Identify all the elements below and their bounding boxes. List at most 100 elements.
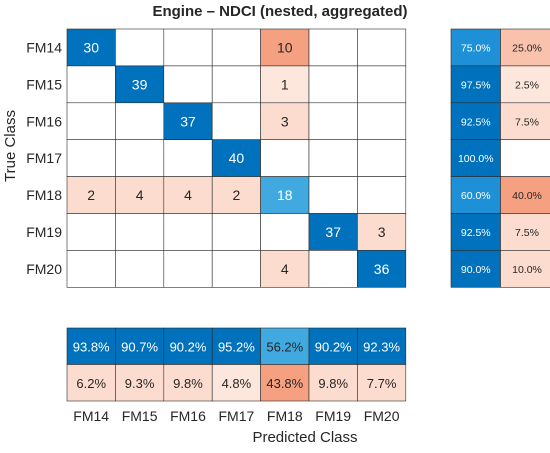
column-summary-incorrect-cell — [211, 364, 261, 402]
row-tick-labels: FM14 FM15 FM16 FM17 FM18 FM19 FM20 — [26, 39, 62, 276]
matrix-cell — [66, 250, 116, 288]
column-summary-incorrect-value: 4.8% — [222, 376, 252, 391]
column-summary-correct-value: 92.3% — [363, 339, 400, 354]
matrix-cell — [308, 250, 358, 288]
matrix-cell-value: 10 — [277, 39, 293, 55]
row-summary-incorrect-cell — [500, 28, 550, 67]
matrix-cell — [66, 102, 116, 141]
y-axis-label: True Class — [2, 110, 19, 182]
matrix-cell-value: 4 — [184, 187, 192, 203]
matrix-cell — [308, 176, 358, 214]
matrix-cell — [163, 139, 213, 177]
matrix-cell — [163, 28, 213, 67]
matrix-cell — [115, 28, 165, 67]
matrix-cell — [211, 28, 261, 67]
chart-title: Engine – NDCI (nested, aggregated) — [152, 3, 407, 20]
row-summary-incorrect-cell — [500, 139, 550, 177]
matrix-cell — [260, 139, 310, 177]
column-summary-correct-cell — [163, 327, 213, 365]
column-summary-incorrect-value: 43.8% — [266, 376, 303, 391]
matrix-cell — [308, 139, 358, 177]
matrix-cell — [211, 102, 261, 141]
matrix-cell — [308, 65, 358, 104]
matrix-cell — [308, 102, 358, 141]
row-summary-incorrect-value: 2.5% — [515, 79, 539, 91]
matrix-cell-value: 2 — [87, 187, 95, 203]
column-summary-correct-value: 90.2% — [170, 339, 207, 354]
matrix-cell — [66, 28, 116, 67]
matrix-cell — [66, 139, 116, 177]
matrix-cell-value: 3 — [378, 224, 386, 240]
row-summary-correct-value: 92.5% — [461, 116, 491, 128]
column-tick-label: FM16 — [170, 408, 206, 424]
row-summary-correct-cell — [450, 213, 501, 251]
row-tick-label: FM15 — [26, 76, 62, 92]
matrix-cell — [211, 213, 261, 251]
column-summary-incorrect-cell — [260, 364, 310, 402]
column-tick-label: FM18 — [267, 408, 303, 424]
column-tick-label: FM15 — [122, 408, 158, 424]
matrix-cell — [163, 250, 213, 288]
matrix-cell-value: 4 — [136, 187, 144, 203]
matrix-cell — [163, 213, 213, 251]
column-tick-label: FM14 — [73, 408, 109, 424]
matrix-cell — [357, 176, 407, 214]
column-summary-correct-cell — [66, 327, 116, 365]
matrix-cell — [115, 250, 165, 288]
column-tick-label: FM20 — [364, 408, 400, 424]
column-summary-incorrect-cell — [163, 364, 213, 402]
column-summary-correct-cell — [260, 327, 310, 365]
matrix-cell — [115, 213, 165, 251]
row-tick-label: FM19 — [26, 224, 62, 240]
row-summary-correct-value: 97.5% — [461, 79, 491, 91]
matrix-cell — [357, 213, 407, 251]
confusion-matrix: 30 10 39 1 37 3 40 2 4 4 2 18 37 3 4 36 — [66, 28, 407, 288]
matrix-cell — [260, 213, 310, 251]
column-summary-incorrect-value: 7.7% — [367, 376, 397, 391]
row-tick-label: FM18 — [26, 187, 62, 203]
matrix-cell — [115, 139, 165, 177]
column-summary-incorrect-value: 6.2% — [76, 376, 106, 391]
matrix-cell-value: 18 — [277, 187, 293, 203]
matrix-cell — [163, 176, 213, 214]
column-tick-label: FM17 — [219, 408, 255, 424]
matrix-cell-value: 37 — [180, 113, 196, 129]
column-summary-incorrect-value: 9.8% — [173, 376, 203, 391]
matrix-cell — [357, 250, 407, 288]
matrix-cell — [357, 28, 407, 67]
row-summary-incorrect-value: 40.0% — [512, 190, 542, 202]
column-summary-incorrect-value: 9.3% — [125, 376, 155, 391]
matrix-cell — [66, 176, 116, 214]
matrix-cell-value: 2 — [233, 187, 241, 203]
matrix-cell — [211, 65, 261, 104]
row-summary-correct-cell — [450, 139, 501, 177]
matrix-cell — [66, 65, 116, 104]
matrix-cell — [260, 176, 310, 214]
row-summary-incorrect-cell — [500, 102, 550, 141]
row-summary-incorrect-cell — [500, 65, 550, 104]
column-tick-label: FM19 — [315, 408, 351, 424]
row-tick-label: FM20 — [26, 261, 62, 277]
column-summary-correct-cell — [308, 327, 358, 365]
matrix-cell — [115, 102, 165, 141]
column-summary-correct-cell — [211, 327, 261, 365]
column-summary-correct-value: 95.2% — [218, 339, 255, 354]
matrix-cell — [260, 102, 310, 141]
matrix-cell — [163, 65, 213, 104]
row-summary-correct-value: 75.0% — [461, 42, 491, 54]
row-summary-correct-cell — [450, 28, 501, 67]
row-summary-incorrect-cell — [500, 176, 550, 214]
column-summary-correct-value: 56.2% — [266, 339, 303, 354]
x-axis-label: Predicted Class — [252, 429, 357, 446]
column-summary-incorrect-value: 9.8% — [318, 376, 348, 391]
column-summary-correct-cell — [357, 327, 407, 365]
matrix-cell-value: 36 — [374, 261, 390, 277]
column-summary-correct-cell — [115, 327, 165, 365]
row-summary-incorrect-value: 7.5% — [515, 227, 539, 239]
matrix-cell — [357, 65, 407, 104]
matrix-cell-value: 37 — [325, 224, 341, 240]
matrix-cell-value: 4 — [281, 261, 289, 277]
row-summary-incorrect-value: 7.5% — [515, 116, 539, 128]
column-summary: 93.8% 6.2% 90.7% 9.3% 90.2% 9.8% 95.2% 4.8% 56.2… — [66, 327, 407, 402]
row-summary-correct-cell — [450, 102, 501, 141]
